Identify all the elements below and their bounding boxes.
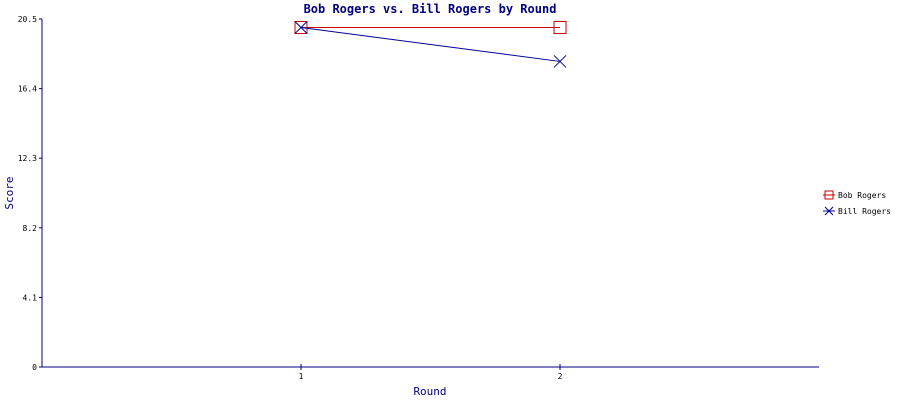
data-point-bob-rogers <box>294 20 308 34</box>
y-axis-ticks: 0 4.1 8.2 12.3 16.4 20.5 <box>18 15 42 372</box>
y-axis-label: Score <box>3 176 16 209</box>
y-tick-label: 4.1 <box>23 293 38 302</box>
data-point-bill-rogers <box>553 55 567 68</box>
y-tick-label: 8.2 <box>23 224 38 233</box>
legend-marker-bob-rogers <box>824 190 834 200</box>
data-point-bill-rogers <box>294 21 308 34</box>
y-tick-label: 20.5 <box>18 15 37 24</box>
x-tick-label: 1 <box>299 372 304 381</box>
y-tick-label: 16.4 <box>18 85 37 94</box>
legend-label-bob-rogers: Bob Rogers <box>838 191 886 200</box>
legend: Bob Rogers Bill Rogers <box>823 190 891 216</box>
y-tick-label: 0 <box>32 363 37 372</box>
series-layer <box>294 20 567 68</box>
x-axis-label: Round <box>413 385 446 398</box>
legend-label-bill-rogers: Bill Rogers <box>838 207 891 216</box>
legend-marker-bill-rogers <box>824 206 834 216</box>
series-line-bill-rogers <box>300 26 561 62</box>
chart-title: Bob Rogers vs. Bill Rogers by Round <box>304 2 557 16</box>
x-tick-label: 2 <box>558 372 563 381</box>
data-point-bob-rogers <box>553 20 567 34</box>
y-tick-label: 12.3 <box>18 154 37 163</box>
